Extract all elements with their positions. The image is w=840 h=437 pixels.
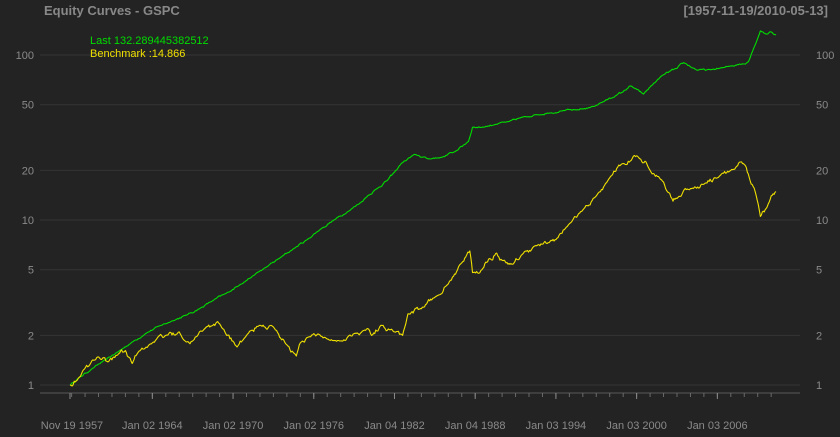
series-line-0 [69,30,777,386]
y-tick-label-right: 10 [816,215,828,227]
series-line-1 [69,154,777,387]
x-tick-label: Jan 02 1964 [122,420,183,432]
grid-layer [40,54,800,386]
legend-entry-1: Benchmark :14.866 [90,48,185,60]
x-tick-label: Nov 19 1957 [41,420,103,432]
x-tick-label: Jan 03 2000 [606,420,667,432]
y-tick-label-right: 100 [816,50,834,62]
y-tick-label-right: 1 [816,380,822,392]
y-tick-label-left: 2 [28,330,34,342]
y-tick-label-left: 50 [22,100,34,112]
y-tick-label-left: 100 [16,50,34,62]
y-tick-label-right: 50 [816,100,828,112]
series-layer [69,30,777,387]
y-tick-label-right: 5 [816,265,822,277]
y-axis: 1 1 2 2 5 5 10 10 20 20 50 50 100 100 [16,50,835,392]
legend-entry-0: Last 132.289445382512 [90,35,209,47]
y-tick-label-left: 1 [28,380,34,392]
y-tick-label-left: 20 [22,165,34,177]
x-tick-label: Jan 04 1982 [364,420,425,432]
y-tick-label-right: 20 [816,165,828,177]
x-axis: Nov 19 1957 Jan 02 1964 Jan 02 1970 Jan 02 … [41,393,772,432]
x-tick-label: Jan 02 1976 [283,420,344,432]
y-tick-label-right: 2 [816,330,822,342]
x-tick-label: Jan 03 1994 [526,420,587,432]
x-tick-label: Jan 03 2006 [687,420,748,432]
y-tick-label-left: 10 [22,215,34,227]
chart-title: Equity Curves - GSPC [44,3,180,18]
chart-date-range: [1957-11-19/2010-05-13] [683,3,828,18]
x-tick-label: Jan 02 1970 [203,420,264,432]
x-tick-label: Jan 04 1988 [445,420,506,432]
y-tick-label-left: 5 [28,265,34,277]
